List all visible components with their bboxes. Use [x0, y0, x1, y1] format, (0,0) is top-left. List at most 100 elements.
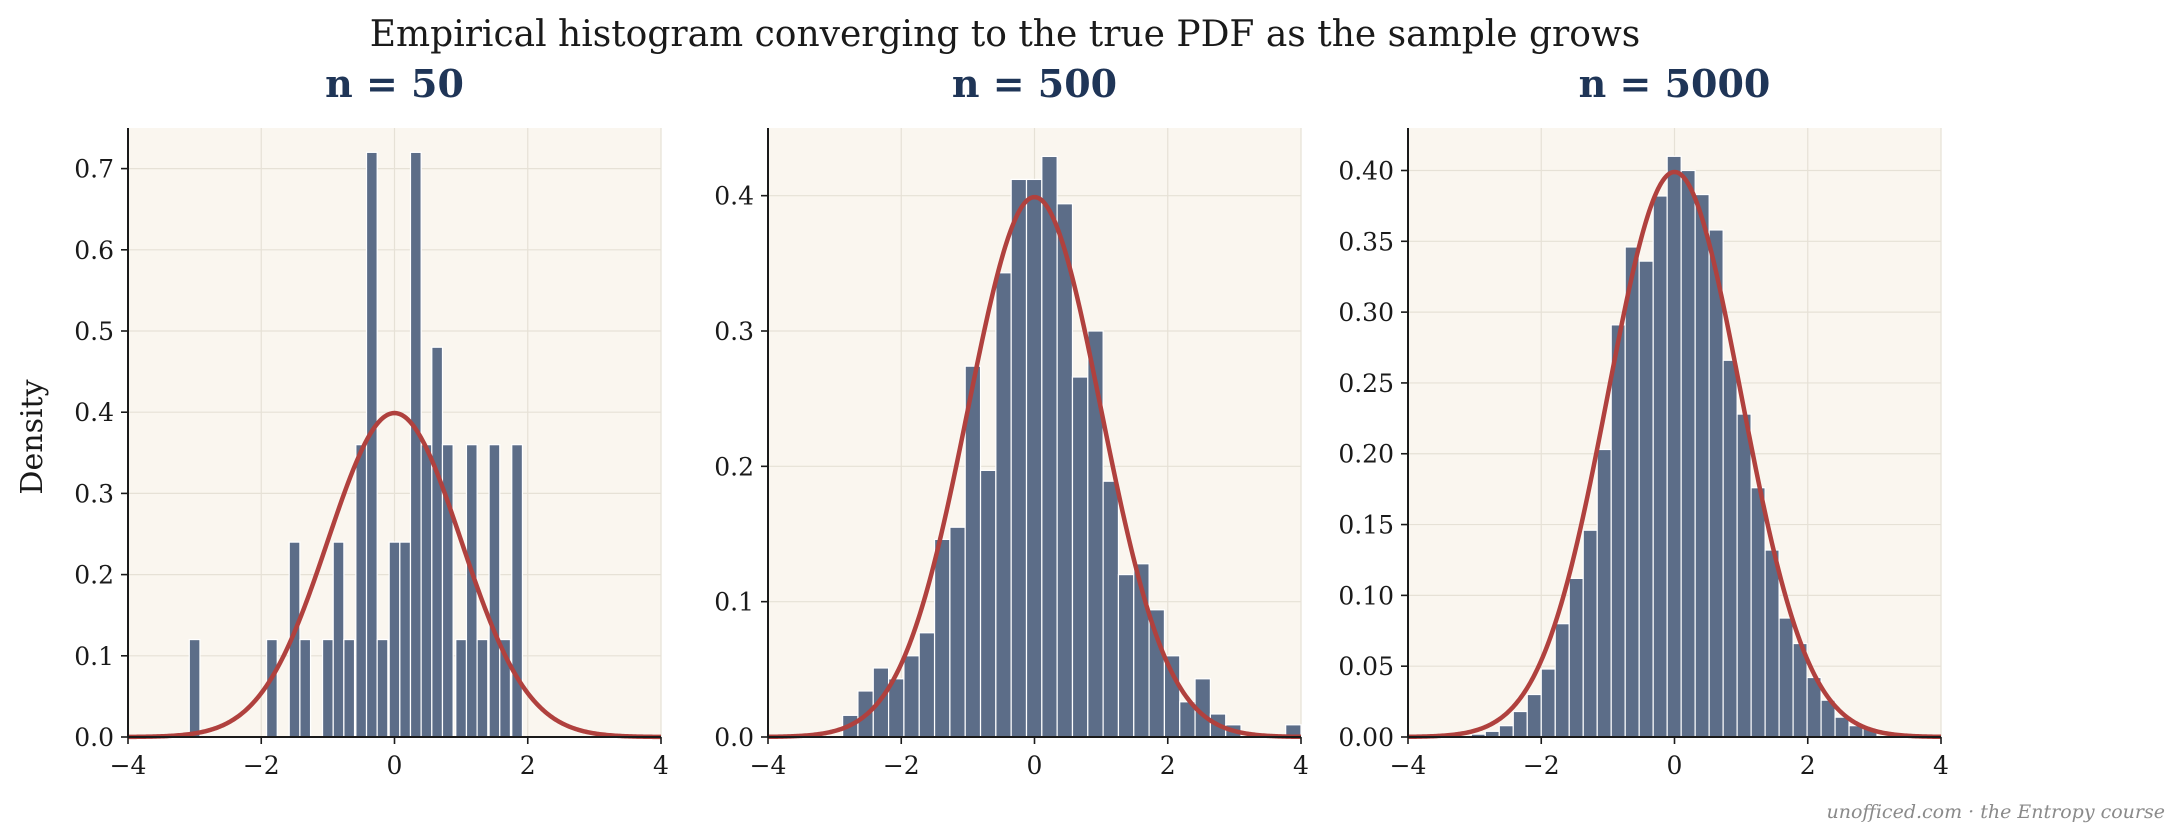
- y-tick-label: 0.0: [74, 723, 114, 752]
- histogram-bar: [1652, 195, 1668, 738]
- panels: −4 −2 0 2 40.00.10.20.30.40.50.60.7n = 50−4−…: [74, 61, 1949, 780]
- histogram-bar: [1025, 178, 1043, 738]
- histogram-bar: [1708, 229, 1724, 738]
- histogram-bar: [1010, 178, 1028, 738]
- histogram-bar: [1694, 193, 1710, 738]
- histogram-bar: [1148, 609, 1166, 738]
- y-tick-label: 0.4: [74, 398, 114, 427]
- histogram-bar: [431, 346, 444, 738]
- x-tick-label: 0: [1027, 751, 1043, 780]
- histogram-bar: [1554, 623, 1570, 738]
- x-tick-label: −4: [110, 751, 147, 780]
- x-tick-label: 0: [1667, 751, 1683, 780]
- histogram-bars: [842, 155, 1302, 738]
- x-tick-label: −2: [243, 751, 280, 780]
- histogram-bar: [299, 638, 312, 738]
- x-tick-label: 2: [520, 751, 536, 780]
- histogram-bar: [1498, 725, 1514, 738]
- histogram-bar: [949, 526, 966, 738]
- histogram-bar: [995, 272, 1012, 738]
- histogram-bar: [465, 444, 478, 738]
- histogram-bar: [511, 444, 524, 738]
- x-tick-label: −4: [1390, 751, 1427, 780]
- y-tick-label: 0.2: [714, 452, 754, 481]
- panel-title: n = 500: [952, 61, 1117, 106]
- y-tick-label: 0.6: [74, 236, 114, 265]
- panel-2: −4 −2 0 2 4 0.0 0.1 0.2 0.3 0.4 n = 500: [714, 61, 1309, 780]
- y-axis-label: Density: [15, 379, 50, 494]
- y-tick-label: 0.4: [714, 182, 754, 211]
- histogram-bar: [188, 638, 201, 738]
- histogram-bar: [903, 655, 920, 738]
- y-tick-label: 0.05: [1338, 652, 1394, 681]
- histogram-bar: [1596, 448, 1612, 738]
- x-tick-label: 0: [387, 751, 403, 780]
- histogram-bar: [1582, 529, 1598, 738]
- panel-title: n = 5000: [1579, 61, 1771, 106]
- y-tick-label: 0.3: [714, 317, 754, 346]
- histogram-bar: [1540, 668, 1556, 738]
- x-tick-label: 2: [1800, 751, 1816, 780]
- histogram-bar: [1117, 573, 1135, 738]
- histogram-bar: [332, 541, 345, 738]
- y-tick-label: 0.35: [1338, 227, 1394, 256]
- y-tick-label: 0.7: [74, 155, 114, 184]
- histogram-bar: [476, 638, 489, 738]
- histogram-bar: [265, 638, 278, 738]
- y-tick-label: 0.40: [1338, 156, 1394, 185]
- y-tick-label: 0.3: [74, 479, 114, 508]
- true-pdf-curve: [1407, 169, 1942, 740]
- histogram-bar: [343, 638, 356, 738]
- y-tick-label: 0.2: [74, 561, 114, 590]
- histogram-bar: [1834, 716, 1850, 738]
- histogram-bar: [1764, 549, 1780, 738]
- histogram-bar: [399, 541, 412, 738]
- y-tick-label: 0.15: [1338, 511, 1394, 540]
- histogram-bar: [1512, 710, 1528, 738]
- histogram-bar: [979, 469, 997, 738]
- footer-credit: unofficed.com · the Entropy course: [1826, 801, 2165, 823]
- histogram-bar: [1056, 203, 1074, 738]
- histogram-bar: [1722, 359, 1738, 738]
- true-pdf-curve: [127, 410, 662, 740]
- histogram-bar: [1666, 155, 1682, 738]
- y-tick-label: 0.00: [1338, 723, 1394, 752]
- y-tick-label: 0.20: [1338, 440, 1394, 469]
- histogram-bar: [488, 444, 501, 738]
- true-pdf-curve: [767, 194, 1302, 740]
- x-tick-label: 4: [1293, 751, 1309, 780]
- histogram-bar: [1568, 577, 1584, 738]
- x-tick-label: −4: [750, 751, 787, 780]
- histogram-bar: [1071, 376, 1089, 738]
- histogram-bar: [420, 444, 433, 738]
- histogram-bar: [376, 638, 389, 738]
- histogram-bar: [1778, 617, 1794, 738]
- histogram-bar: [1680, 169, 1696, 738]
- histogram-bar: [455, 638, 468, 738]
- histogram-bar: [321, 638, 334, 738]
- histogram-bar: [355, 444, 368, 738]
- histogram-bar: [1736, 413, 1752, 738]
- panel-title: n = 50: [325, 61, 464, 106]
- y-tick-label: 0.10: [1338, 581, 1394, 610]
- histogram-bar: [365, 151, 378, 738]
- y-tick-label: 0.0: [714, 723, 754, 752]
- x-tick-label: 4: [1933, 751, 1949, 780]
- y-tick-label: 0.30: [1338, 298, 1394, 327]
- histogram-bar: [1750, 487, 1766, 738]
- histogram-bar: [1102, 480, 1120, 738]
- histogram-bar: [933, 538, 951, 738]
- histogram-bar: [409, 151, 422, 738]
- histogram-bar: [1610, 324, 1626, 738]
- y-tick-label: 0.1: [74, 642, 114, 671]
- histogram-bar: [388, 541, 401, 738]
- y-tick-label: 0.25: [1338, 369, 1394, 398]
- figure-suptitle: Empirical histogram converging to the tr…: [370, 14, 1640, 55]
- x-tick-label: 2: [1160, 751, 1176, 780]
- histogram-bar: [1526, 693, 1542, 738]
- x-tick-label: −2: [1523, 751, 1560, 780]
- x-tick-label: −2: [883, 751, 920, 780]
- panel-1: −4 −2 0 2 4 0.0 0.1 0.2 0.3 0.4 0.5 0.6 0.7 n = 50: [74, 61, 669, 780]
- histogram-bar: [1041, 155, 1058, 738]
